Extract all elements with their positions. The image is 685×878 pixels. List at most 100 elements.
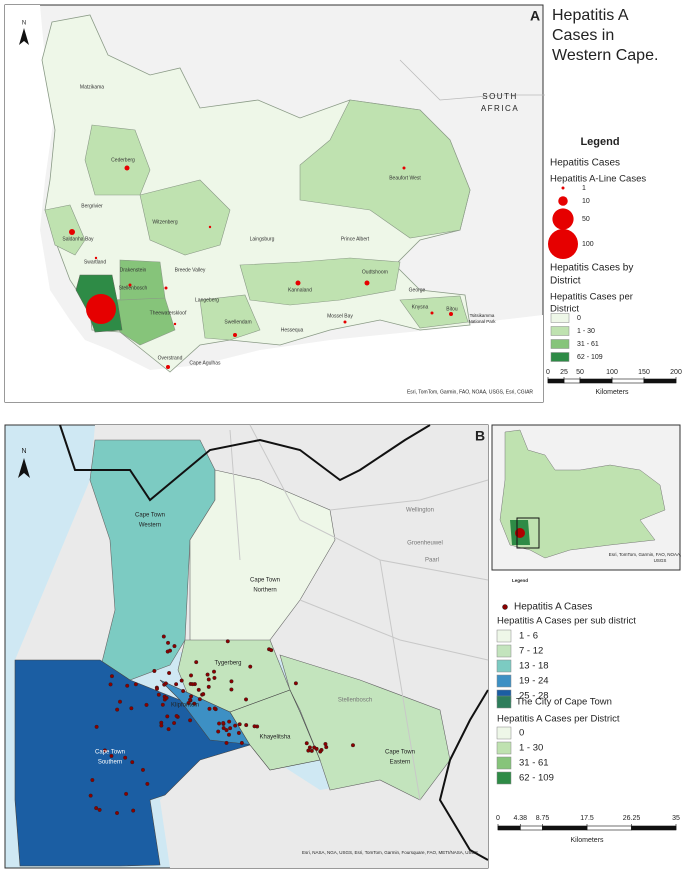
case-point	[206, 684, 211, 689]
case-point	[225, 639, 230, 644]
case-point	[189, 673, 194, 678]
case-point	[123, 755, 128, 760]
legend-swatch	[496, 644, 512, 658]
legend-subheading: Hepatitis Cases per	[550, 292, 633, 303]
park-label: Tsitsikamma	[470, 313, 495, 318]
border	[399, 59, 545, 101]
place-label: Cape Town	[250, 578, 280, 584]
legend-title: Legend	[580, 136, 619, 148]
attribution: USGS	[654, 558, 667, 563]
north-label: N	[22, 21, 26, 27]
case-point	[233, 723, 238, 728]
title: Western Cape.	[552, 47, 658, 64]
case-point	[164, 695, 169, 700]
place-label: Cederberg	[111, 157, 135, 163]
legend-class-label: 31 - 61	[519, 758, 549, 769]
place-label: Theewaterskloof	[150, 310, 187, 316]
boundary	[59, 424, 431, 502]
scale-segment	[579, 378, 613, 384]
legend-class-label: 1 - 30	[577, 328, 595, 335]
district	[399, 295, 469, 329]
case-point	[167, 671, 172, 676]
case-point	[323, 741, 328, 746]
case-point	[154, 686, 159, 691]
case-point	[188, 697, 193, 702]
case-point	[212, 706, 217, 711]
place-label: Cape Town	[95, 750, 125, 756]
place-label: Southern	[98, 760, 122, 766]
place-label: Saldanha Bay	[62, 236, 94, 242]
case-point	[189, 694, 194, 699]
place-label: Bergrivier	[81, 203, 103, 209]
case-point	[212, 675, 217, 680]
case-point	[304, 741, 309, 746]
case-points	[88, 634, 355, 816]
inset-map: Esri, TomTom, Garmin, FAO, NOAA, USGS	[491, 424, 681, 571]
case-point	[293, 681, 298, 686]
legend-size-label: 1	[582, 185, 586, 192]
case-point	[168, 648, 173, 653]
place-labels-a: Matzikama Cederberg Bergrivier Saldanha …	[62, 84, 517, 366]
case-circle	[86, 294, 116, 324]
case-point	[172, 644, 177, 649]
province	[499, 429, 666, 559]
legend-heading: Hepatitis A Cases per sub district	[497, 616, 636, 627]
district	[239, 257, 401, 306]
scale-label: 26.25	[623, 815, 641, 822]
legend-heading: Hepatitis A Cases per District	[497, 714, 620, 725]
case-point	[226, 732, 231, 737]
place-label: Cape Agulhas	[189, 360, 221, 366]
case-point	[244, 723, 249, 728]
legend-size-label: 50	[582, 216, 590, 223]
legend-size-circle	[548, 229, 578, 259]
case-point	[115, 707, 120, 712]
scale-label: 8.75	[536, 815, 550, 822]
case-point	[97, 807, 102, 812]
case-point	[102, 748, 107, 753]
case-point	[179, 678, 184, 683]
case-point	[166, 640, 171, 645]
case-point	[248, 664, 253, 669]
legend-size-label: 100	[582, 241, 594, 248]
attribution: Esri, NASA, NGA, USGS, Esri, TomTom, Gar…	[302, 850, 478, 855]
case-point	[159, 723, 164, 728]
district	[139, 179, 231, 256]
legend-swatch	[550, 313, 570, 323]
legend-swatch	[496, 771, 512, 785]
case-point	[165, 714, 170, 719]
district	[119, 259, 166, 301]
scale-segment	[586, 825, 632, 831]
case-point	[124, 791, 129, 796]
place-label: Knysna	[412, 304, 429, 310]
north-label: N	[21, 448, 26, 455]
legend-class-label: 25 - 28	[519, 691, 549, 702]
legend-heading: Hepatitis A Cases	[514, 602, 592, 613]
sea	[5, 5, 543, 402]
legend-subheading: Hepatitis A-Line Cases	[550, 174, 646, 185]
scale-segment	[563, 378, 581, 384]
case-point	[115, 811, 120, 816]
legend-swatch	[496, 741, 512, 755]
case-point	[174, 682, 179, 687]
case-point	[224, 740, 229, 745]
legend-swatch	[550, 339, 570, 349]
extent-box	[516, 517, 540, 549]
place-label: Prince Albert	[341, 236, 370, 242]
place-label: Bitou	[446, 306, 458, 312]
case-point	[224, 728, 229, 733]
case-point	[229, 687, 234, 692]
case-point	[88, 793, 93, 798]
case-point	[309, 748, 314, 753]
case-point	[161, 634, 166, 639]
park-label: National Park	[468, 319, 496, 324]
north-arrow	[19, 28, 29, 45]
place-label: Oudtshoorn	[362, 269, 388, 275]
legend-title: Legend	[512, 578, 528, 583]
case-point	[205, 672, 210, 677]
scale-label: 150	[638, 369, 650, 376]
case-point	[109, 674, 114, 679]
scale-segment	[547, 378, 565, 384]
case-point	[133, 682, 138, 687]
scale-unit: Kilometers	[595, 389, 629, 396]
